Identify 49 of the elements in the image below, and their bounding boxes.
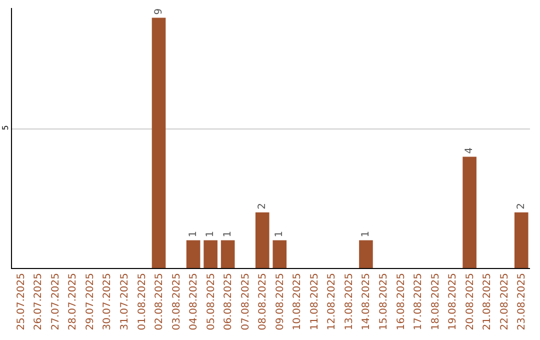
data-label: 1 [360, 230, 372, 238]
x-tick-label: 30.07.2025 [102, 273, 114, 330]
bar [186, 240, 200, 268]
x-tick-label: 09.08.2025 [274, 273, 286, 330]
x-tick-label: 03.08.2025 [171, 273, 182, 330]
x-tick-label: 12.08.2025 [326, 273, 338, 330]
y-tick-label: 5 [0, 125, 10, 130]
x-tick-label: 06.08.2025 [223, 273, 234, 330]
x-tick-label: 22.08.2025 [499, 273, 510, 330]
x-tick-label: 10.08.2025 [292, 273, 304, 330]
data-label: 1 [205, 230, 216, 238]
x-tick-label: 13.08.2025 [344, 273, 355, 330]
x-tick-label: 28.07.2025 [68, 273, 79, 330]
x-tick-label: 15.08.2025 [378, 273, 390, 330]
data-label: 9 [153, 8, 164, 15]
x-tick-label: 21.08.2025 [482, 273, 494, 330]
bar [272, 240, 287, 268]
data-label: 4 [464, 147, 476, 154]
x-tick-label: 29.07.2025 [84, 273, 96, 330]
data-label: 1 [274, 230, 286, 238]
x-tick-label: 20.08.2025 [464, 273, 476, 330]
x-tick-label: 18.08.2025 [430, 273, 442, 330]
bar [359, 240, 373, 268]
x-tick-label: 26.07.2025 [33, 273, 44, 330]
x-tick-label: 25.07.2025 [16, 273, 27, 330]
x-tick-label: 05.08.2025 [206, 273, 217, 330]
x-tick-label: 02.08.2025 [154, 273, 166, 330]
data-label: 2 [516, 203, 527, 210]
data-label: 1 [222, 230, 234, 238]
x-tick-label: 27.07.2025 [50, 273, 62, 330]
bar [462, 156, 476, 268]
bar [255, 212, 270, 268]
bar [152, 18, 166, 268]
bar [514, 212, 528, 268]
x-tick-label: 23.08.2025 [516, 273, 528, 330]
x-tick-label: 14.08.2025 [361, 273, 372, 330]
x-tick-label: 19.08.2025 [448, 273, 459, 330]
x-tick-label: 04.08.2025 [188, 273, 200, 330]
bar [220, 240, 235, 268]
x-tick-label: 11.08.2025 [309, 273, 320, 330]
x-tick-label: 08.08.2025 [258, 273, 269, 330]
x-tick-label: 17.08.2025 [413, 273, 424, 330]
data-label: 1 [188, 230, 199, 238]
x-tick-label: 31.07.2025 [119, 273, 130, 330]
bar [204, 240, 218, 268]
x-tick-label: 01.08.2025 [136, 273, 148, 330]
x-tick-label: 16.08.2025 [396, 273, 407, 330]
data-label: 2 [256, 203, 268, 210]
x-tick-label: 07.08.2025 [240, 273, 252, 330]
